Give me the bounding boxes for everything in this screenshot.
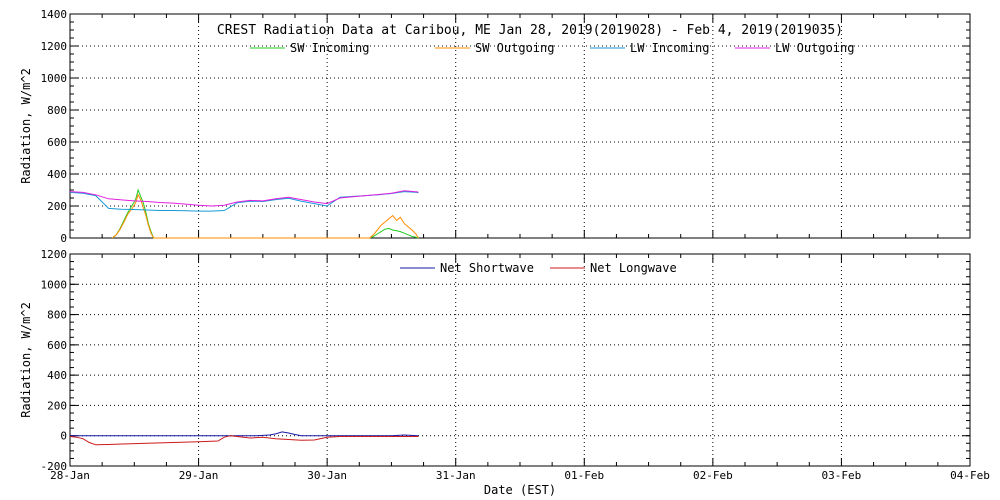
y-tick-label: 800 bbox=[47, 104, 67, 117]
x-tick-label: 03-Feb bbox=[822, 469, 862, 482]
bottom-panel: 28-Jan 29-Jan 30-Jan 31-Jan 01-Feb 02-Feb 03-F… bbox=[19, 248, 990, 497]
top-y-axis-label: Radiation, W/m^2 bbox=[19, 68, 33, 184]
bottom-plot-frame bbox=[69, 253, 971, 467]
y-tick-label: 400 bbox=[47, 168, 67, 181]
y-tick-label: 600 bbox=[47, 136, 67, 149]
bottom-y-axis-label: Radiation, W/m^2 bbox=[19, 302, 33, 418]
y-tick-label: 1000 bbox=[41, 278, 68, 291]
y-tick-label: -200 bbox=[41, 460, 68, 473]
legend-label: LW Incoming bbox=[630, 41, 709, 55]
legend-label: SW Outgoing bbox=[475, 41, 554, 55]
x-tick-label: 28-Jan bbox=[50, 469, 90, 482]
x-tick-label: 29-Jan bbox=[179, 469, 219, 482]
y-tick-label: 200 bbox=[47, 200, 67, 213]
top-ticks: 0 200 400 600 800 1000 1200 1400 bbox=[41, 8, 971, 245]
x-tick-label: 04-Feb bbox=[950, 469, 990, 482]
bottom-legend: Net Shortwave Net Longwave bbox=[400, 261, 677, 275]
series-line-sw-incoming bbox=[112, 188, 419, 239]
chart-title: CREST Radiation Data at Caribou, ME Jan … bbox=[217, 23, 843, 38]
y-tick-label: 600 bbox=[47, 339, 67, 352]
x-axis-label: Date (EST) bbox=[484, 483, 556, 497]
top-panel: 0 200 400 600 800 1000 1200 1400 CREST Radiatio… bbox=[19, 8, 971, 245]
legend-label: LW Outgoing bbox=[775, 41, 854, 55]
bottom-ticks: 28-Jan 29-Jan 30-Jan 31-Jan 01-Feb 02-Feb 03-F… bbox=[41, 248, 990, 482]
y-tick-label: 800 bbox=[47, 309, 67, 322]
legend-label: Net Shortwave bbox=[440, 261, 534, 275]
top-legend: SW Incoming SW Outgoing LW Incoming LW Outg… bbox=[250, 41, 854, 55]
series-line-sw-outgoing bbox=[112, 193, 419, 239]
y-tick-label: 0 bbox=[60, 232, 67, 245]
series-line-lw-outgoing bbox=[69, 190, 419, 207]
y-tick-label: 0 bbox=[60, 430, 67, 443]
y-tick-label: 200 bbox=[47, 399, 67, 412]
legend-label: Net Longwave bbox=[590, 261, 677, 275]
legend-label: SW Incoming bbox=[290, 41, 369, 55]
x-tick-label: 01-Feb bbox=[564, 469, 604, 482]
bottom-series bbox=[69, 431, 419, 446]
y-tick-label: 1000 bbox=[41, 72, 68, 85]
y-tick-label: 1200 bbox=[41, 40, 68, 53]
series-line-net-shortwave bbox=[70, 431, 419, 437]
x-tick-label: 02-Feb bbox=[693, 469, 733, 482]
y-tick-label: 1200 bbox=[41, 248, 68, 261]
bottom-grid bbox=[70, 254, 970, 466]
y-tick-label: 400 bbox=[47, 369, 67, 382]
x-tick-label: 30-Jan bbox=[307, 469, 347, 482]
top-series bbox=[69, 188, 419, 239]
y-tick-label: 1400 bbox=[41, 8, 68, 21]
series-line-net-longwave bbox=[69, 435, 419, 446]
x-tick-label: 31-Jan bbox=[436, 469, 476, 482]
top-grid bbox=[70, 14, 970, 238]
